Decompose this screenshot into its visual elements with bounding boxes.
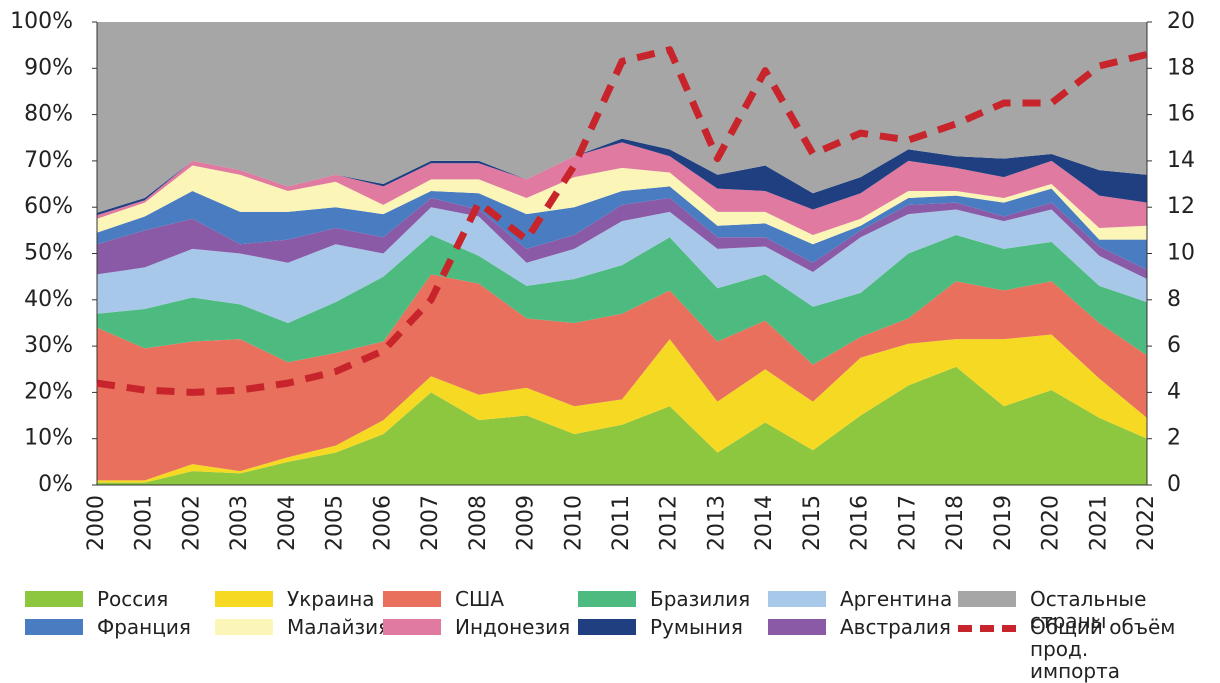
- legend-item: Румыния: [578, 616, 743, 638]
- x-tick-label: 2017: [895, 495, 920, 551]
- y2-tick-label: 6: [1167, 333, 1181, 358]
- x-tick-label: 2014: [752, 495, 777, 551]
- area: [97, 142, 1147, 235]
- legend-swatch: [215, 591, 273, 607]
- y-tick-label: 90%: [24, 55, 73, 80]
- x-tick-label: 2021: [1086, 495, 1111, 551]
- y-tick-label: 20%: [24, 379, 73, 404]
- legend-item: Франция: [25, 616, 191, 638]
- y2-tick-label: 14: [1167, 148, 1195, 173]
- x-tick-label: 2022: [1134, 495, 1159, 551]
- legend-label: Россия: [97, 587, 169, 611]
- legend-swatch: [578, 591, 636, 607]
- y-tick-label: 60%: [24, 194, 73, 219]
- x-tick-label: 2005: [323, 495, 348, 551]
- x-tick-label: 2018: [943, 495, 968, 551]
- x-tick-label: 2019: [991, 495, 1016, 551]
- x-tick-label: 2015: [800, 495, 825, 551]
- x-tick-label: 2000: [84, 495, 109, 551]
- legend-label: Общий объём прод. импорта: [1030, 615, 1176, 683]
- y-tick-label: 80%: [24, 102, 73, 127]
- x-tick-label: 2004: [275, 495, 300, 551]
- legend-item: Остальные страны: [958, 588, 1220, 632]
- y2-tick-label: 8: [1167, 287, 1181, 312]
- y-tick-label: 70%: [24, 148, 73, 173]
- legend-label: Румыния: [650, 615, 743, 639]
- y2-tick-label: 16: [1167, 102, 1195, 127]
- x-tick-label: 2008: [466, 495, 491, 551]
- x-tick-label: 2012: [657, 495, 682, 551]
- x-tick-label: 2016: [848, 495, 873, 551]
- legend-item: Индонезия: [383, 616, 570, 638]
- x-tick-label: 2010: [561, 495, 586, 551]
- legend-label: Франция: [97, 615, 191, 639]
- legend-swatch: [958, 625, 1016, 632]
- chart: 0% 10% 20% 30% 40% 50% 60% 70% 80% 90% 100% 0 2 4 6 8 10…: [10, 9, 1195, 551]
- area: [97, 334, 1147, 483]
- legend-swatch: [768, 619, 826, 635]
- x-tick-label: 2011: [609, 495, 634, 551]
- y2-tick-label: 4: [1167, 379, 1181, 404]
- y-tick-label: 50%: [24, 241, 73, 266]
- legend-swatch: [383, 619, 441, 635]
- x-tick-label: 2003: [227, 495, 252, 551]
- legend-label: Австралия: [840, 615, 951, 639]
- legend-swatch: [383, 591, 441, 607]
- x-tick-label: 2006: [370, 495, 395, 551]
- area: [97, 197, 1147, 279]
- y-tick-label: 30%: [24, 333, 73, 358]
- x-tick-label: 2002: [179, 495, 204, 551]
- legend-label: Малайзия: [287, 615, 391, 639]
- x-tick-label: 2007: [418, 495, 443, 551]
- area: [97, 207, 1147, 323]
- area: [97, 366, 1147, 485]
- y-tick-label: 100%: [10, 9, 73, 34]
- area: [97, 22, 1147, 213]
- y2-tick-label: 0: [1167, 472, 1181, 497]
- y-tick-label: 40%: [24, 287, 73, 312]
- x-tick-label: 2001: [132, 495, 157, 551]
- legend-item: Украина: [215, 588, 375, 610]
- area: [97, 234, 1147, 365]
- legend-swatch: [25, 591, 83, 607]
- x-tick-label: 2013: [704, 495, 729, 551]
- legend-swatch: [25, 619, 83, 635]
- page: 0% 10% 20% 30% 40% 50% 60% 70% 80% 90% 100% 0 2 4 6 8 10…: [0, 9, 1220, 682]
- area: [97, 186, 1147, 270]
- legend-item: США: [383, 588, 504, 610]
- y2-tick-label: 12: [1167, 194, 1195, 219]
- y2-tick-label: 18: [1167, 55, 1195, 80]
- legend-label: Остальные страны: [1030, 587, 1147, 633]
- area: [97, 165, 1147, 245]
- x-tick-label: 2009: [514, 495, 539, 551]
- y2-tick-label: 10: [1167, 241, 1195, 266]
- legend-label: Бразилия: [650, 587, 751, 611]
- y2-tick-label: 20: [1167, 9, 1195, 34]
- x-tick-label: 2020: [1039, 495, 1064, 551]
- area: [97, 274, 1147, 481]
- y-tick-label: 0%: [38, 472, 73, 497]
- legend-label: Украина: [287, 587, 375, 611]
- legend: Россия Украина США Бразилия Аргентина Австрал…: [0, 580, 1220, 682]
- legend-item: Россия: [25, 588, 168, 610]
- y-tick-label: 10%: [24, 426, 73, 451]
- legend-item: Австралия: [768, 616, 951, 638]
- line: [96, 46, 1148, 396]
- legend-label: Индонезия: [455, 615, 571, 639]
- legend-swatch: [768, 591, 826, 607]
- legend-swatch: [578, 619, 636, 635]
- legend-swatch: [215, 619, 273, 635]
- legend-item: Малайзия: [215, 616, 390, 638]
- legend-item: Аргентина: [768, 588, 952, 610]
- legend-item: Бразилия: [578, 588, 750, 610]
- legend-label: Аргентина: [840, 587, 953, 611]
- legend-swatch: [958, 591, 1016, 607]
- legend-item: Общий объём прод. импорта: [958, 616, 1180, 682]
- legend-label: США: [455, 587, 505, 611]
- y2-tick-label: 2: [1167, 426, 1181, 451]
